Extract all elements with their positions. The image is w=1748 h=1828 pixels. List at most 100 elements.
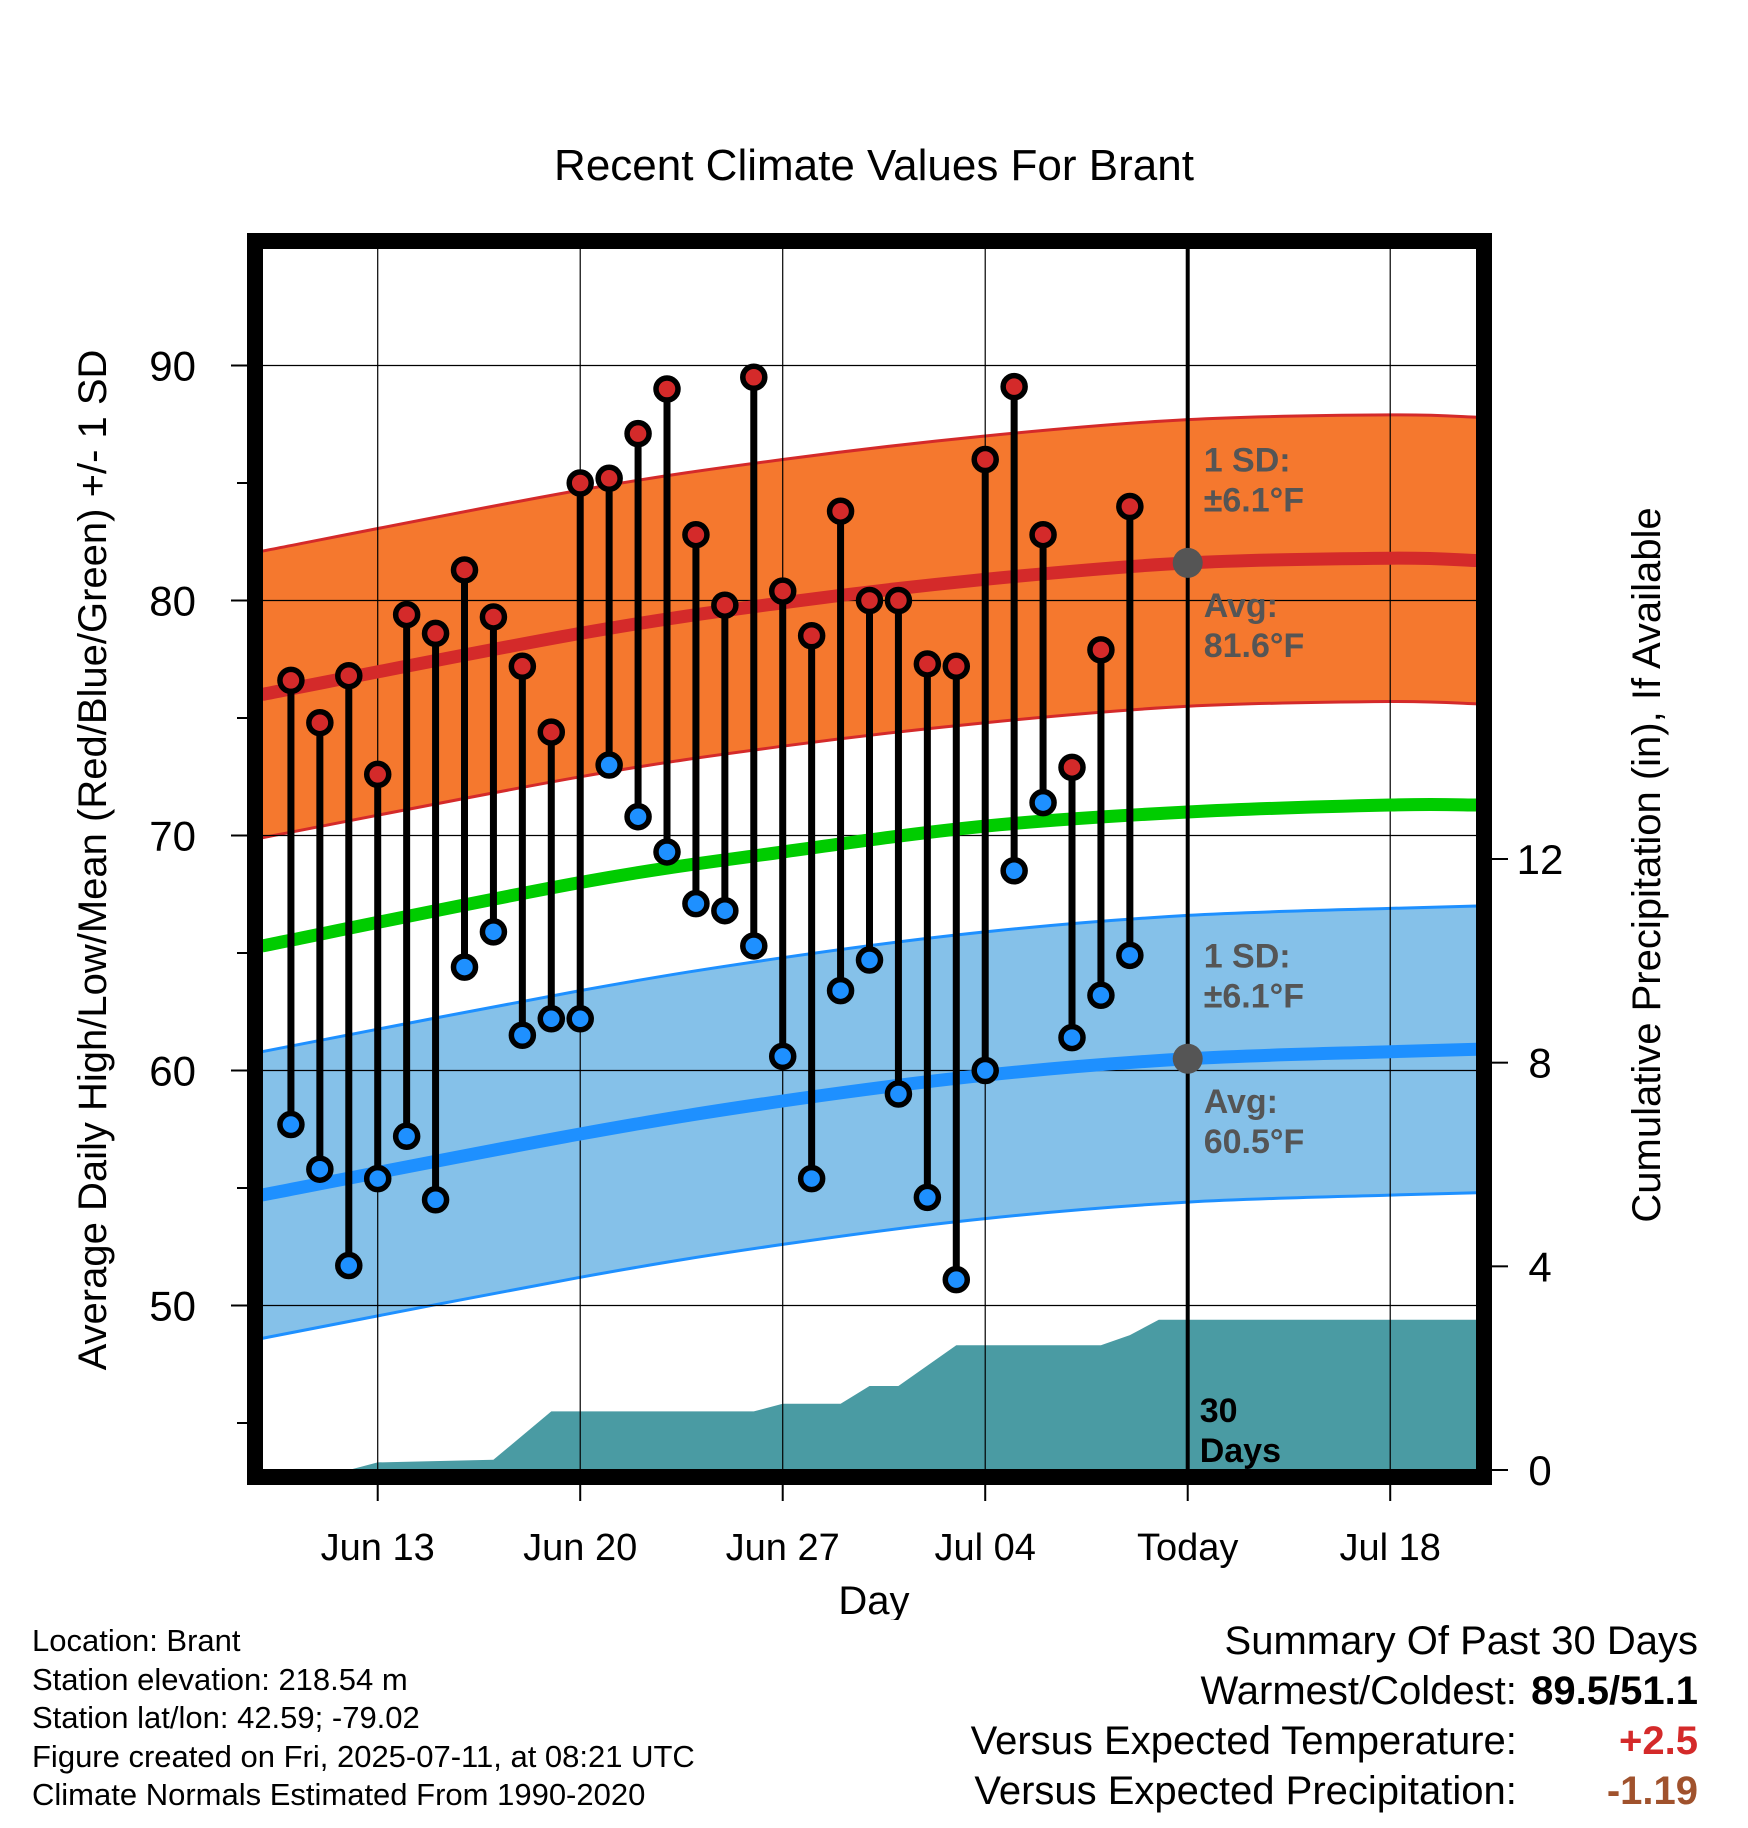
climate-chart: Recent Climate Values For Brant 1 SD:±6.… xyxy=(71,141,1669,1621)
daily-low-marker xyxy=(335,1251,363,1280)
chart-title: Recent Climate Values For Brant xyxy=(554,141,1194,190)
daily-high-marker xyxy=(421,619,450,648)
summary-panel: Summary Of Past 30 Days Warmest/Coldest:… xyxy=(971,1616,1698,1816)
x-tick-label: Jun 27 xyxy=(726,1527,840,1569)
warm-cold-label: Warmest/Coldest: xyxy=(1200,1669,1517,1713)
low-sd-value: ±6.1°F xyxy=(1204,977,1304,1015)
precip-cumulative-area xyxy=(348,1319,1477,1470)
summary-warm-cold: Warmest/Coldest: 89.5/51.1 xyxy=(971,1666,1699,1716)
low-avg-value: 60.5°F xyxy=(1204,1123,1305,1161)
daily-high-marker xyxy=(942,652,971,681)
precip-days-label-2: Days xyxy=(1200,1432,1281,1470)
daily-low-marker xyxy=(942,1265,971,1294)
daily-low-marker xyxy=(450,953,479,981)
normal-mean-line xyxy=(260,797,1478,953)
daily-high-marker xyxy=(740,363,768,391)
daily-low-marker xyxy=(277,1110,305,1139)
high-sd-label: 1 SD: xyxy=(1204,442,1291,480)
daily-low-marker xyxy=(392,1122,421,1151)
y-tick-label: 60 xyxy=(149,1048,196,1095)
daily-low-marker xyxy=(653,838,681,866)
y2-tick-label: 4 xyxy=(1528,1243,1551,1290)
latlon-text: Station lat/lon: 42.59; -79.02 xyxy=(32,1700,420,1735)
daily-low-marker xyxy=(1087,981,1115,1010)
warm-cold-value: 89.5/51.1 xyxy=(1531,1669,1698,1713)
low-avg-label: Avg: xyxy=(1204,1083,1278,1121)
temp-diff-value: +2.5 xyxy=(1619,1719,1698,1763)
x-tick-label: Jul 04 xyxy=(935,1527,1036,1569)
daily-high-marker xyxy=(479,603,508,631)
x-tick-label: Today xyxy=(1137,1527,1238,1569)
daily-high-marker xyxy=(768,577,797,605)
y-tick-label: 70 xyxy=(149,813,196,860)
daily-high-marker xyxy=(682,520,710,549)
high-sd-upper-edge xyxy=(261,413,1478,553)
daily-low-marker xyxy=(421,1186,450,1214)
x-tick-label: Jul 18 xyxy=(1340,1527,1441,1569)
x-tick-label: Jun 20 xyxy=(523,1527,637,1569)
daily-low-marker xyxy=(1029,788,1057,817)
plot-border xyxy=(247,233,1492,1485)
daily-high-marker xyxy=(653,375,681,403)
y2-axis-title: Cumulative Precipitation (in), If Availa… xyxy=(1625,507,1669,1222)
daily-low-marker xyxy=(826,976,855,1005)
low-sd-lower-edge xyxy=(261,1191,1478,1340)
daily-low-marker xyxy=(363,1164,392,1193)
daily-low-marker xyxy=(624,802,652,831)
low-sd-label: 1 SD: xyxy=(1204,937,1291,975)
summary-temp: Versus Expected Temperature: +2.5 xyxy=(971,1716,1698,1766)
daily-low-marker xyxy=(1000,857,1028,885)
daily-high-marker xyxy=(1087,636,1115,664)
axes: 50 60 70 80 90 0 4 8 12 Jun 13 Jun 20 Jun 27 Jul 04 T… xyxy=(71,343,1669,1621)
y2-tick-label: 0 xyxy=(1528,1447,1551,1494)
daily-high-marker xyxy=(335,661,363,690)
daily-low-marker xyxy=(682,889,710,918)
daily-low-marker xyxy=(1058,1023,1086,1052)
x-axis-title: Day xyxy=(838,1579,909,1620)
station-info: Location: Brant Station elevation: 218.5… xyxy=(32,1622,695,1815)
y2-tick-label: 8 xyxy=(1528,1040,1551,1087)
daily-high-marker xyxy=(277,666,305,695)
daily-high-marker xyxy=(566,469,594,497)
y-tick-label: 90 xyxy=(149,343,196,390)
created-text: Figure created on Fri, 2025-07-11, at 08… xyxy=(32,1738,695,1774)
daily-low-marker xyxy=(711,896,739,925)
daily-low-marker xyxy=(740,932,768,960)
daily-bars xyxy=(277,363,1144,1294)
location-text: Location: Brant xyxy=(32,1623,241,1658)
precip-diff-label: Versus Expected Precipitation: xyxy=(974,1769,1517,1813)
daily-low-marker xyxy=(855,946,884,974)
daily-low-marker xyxy=(884,1080,913,1108)
low-sd-band xyxy=(262,906,1477,1339)
low-sd-upper-edge xyxy=(261,904,1478,1054)
y-tick-label: 80 xyxy=(149,578,196,625)
daily-high-marker xyxy=(537,718,566,746)
high-sd-value: ±6.1°F xyxy=(1204,482,1304,520)
daily-high-marker xyxy=(363,760,392,789)
daily-high-marker xyxy=(508,652,537,681)
daily-high-marker xyxy=(595,464,623,493)
elevation-text: Station elevation: 218.54 m xyxy=(32,1661,408,1697)
normal-low-line xyxy=(260,1042,1478,1202)
daily-high-marker xyxy=(971,445,999,474)
daily-high-marker xyxy=(450,556,479,584)
precip-diff-value: -1.19 xyxy=(1606,1769,1698,1813)
daily-low-marker xyxy=(566,1005,594,1033)
daily-low-marker xyxy=(508,1021,537,1049)
daily-high-marker xyxy=(1058,753,1086,782)
high-sd-lower-edge xyxy=(261,699,1478,840)
daily-high-marker xyxy=(624,419,652,448)
high-avg-value: 81.6°F xyxy=(1204,627,1305,665)
daily-low-marker xyxy=(797,1164,826,1193)
daily-high-marker xyxy=(1029,520,1057,549)
precip-area xyxy=(348,1319,1477,1470)
daily-low-marker xyxy=(595,751,623,779)
x-tick-label: Jun 13 xyxy=(321,1527,435,1569)
daily-high-marker xyxy=(826,497,855,525)
daily-high-marker xyxy=(855,586,884,615)
daily-high-marker xyxy=(913,650,942,678)
daily-high-marker xyxy=(884,586,913,615)
daily-high-marker xyxy=(392,600,421,629)
normal-lines xyxy=(260,551,1478,1202)
